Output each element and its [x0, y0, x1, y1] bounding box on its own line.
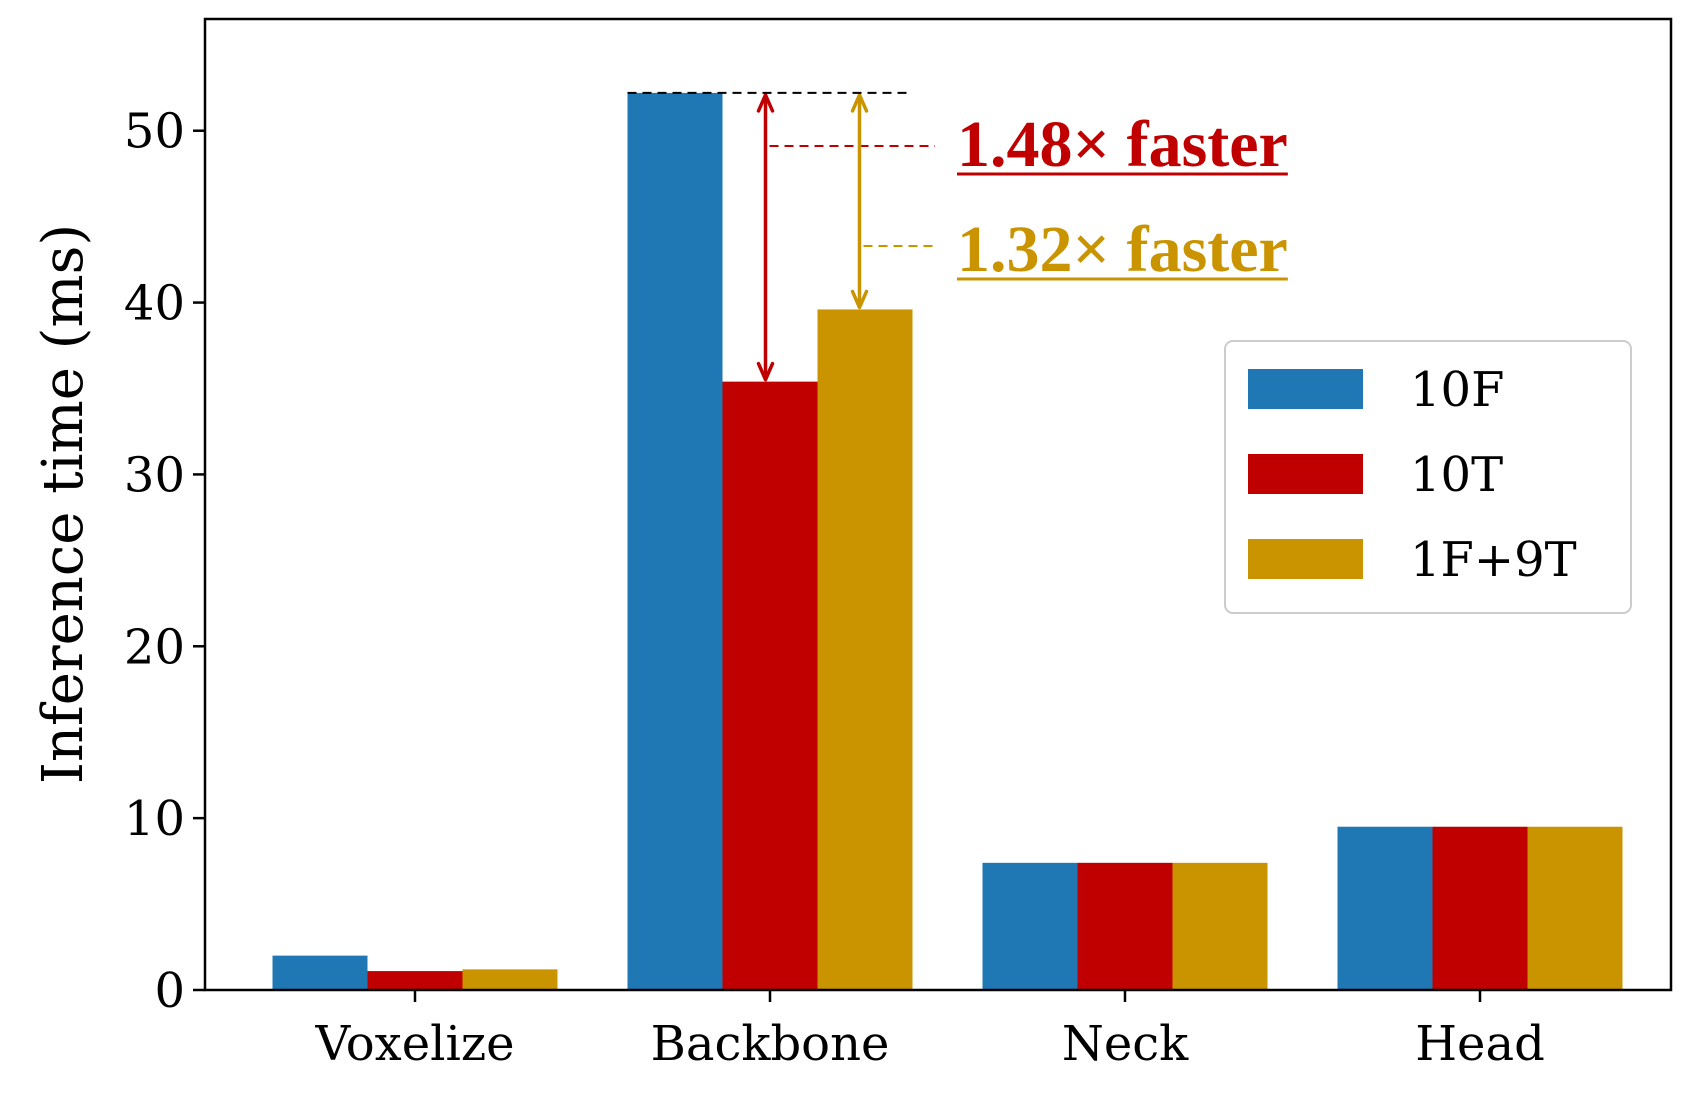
legend-label-10f: 10F: [1410, 362, 1504, 418]
legend-label-1f9t: 1F+9T: [1410, 532, 1577, 588]
bar-head-10t: [1432, 826, 1528, 990]
bar-head-1f9t: [1527, 826, 1623, 990]
y-tick-label: 50: [124, 104, 185, 160]
bar-head-10f: [1337, 826, 1433, 990]
y-tick-label: 10: [124, 791, 185, 847]
bar-backbone-10f: [627, 92, 723, 991]
bar-backbone-10t: [722, 381, 818, 991]
y-tick-label: 30: [124, 447, 185, 503]
legend-swatch-10t: [1248, 454, 1363, 494]
bars-layer: [272, 92, 1623, 991]
bar-neck-10f: [982, 862, 1078, 990]
x-tick-label-backbone: Backbone: [651, 1016, 890, 1072]
y-axis: 0 10 20 30 40 50: [124, 104, 205, 1019]
bar-voxelize-10t: [367, 971, 463, 990]
y-tick-label: 20: [124, 619, 185, 675]
plot-frame: [203, 17, 1673, 992]
legend-swatch-10f: [1248, 369, 1363, 409]
bar-neck-1f9t: [1172, 862, 1268, 990]
bar-voxelize-10f: [272, 955, 368, 990]
x-tick-label-head: Head: [1415, 1016, 1545, 1072]
y-tick-label: 40: [124, 276, 185, 332]
legend: 10F 10T 1F+9T: [1224, 340, 1632, 614]
legend-swatch-1f9t: [1248, 539, 1363, 579]
y-tick-label: 0: [154, 963, 185, 1019]
speedup-label: 1.48× faster: [957, 108, 1288, 181]
speedup-label: 1.32× faster: [957, 213, 1288, 286]
y-axis-label: Inference time (ms): [31, 224, 96, 784]
x-axis: Voxelize Backbone Neck Head: [314, 990, 1545, 1072]
annotation-layer: 1.48× faster 1.32× faster: [627, 91, 1288, 382]
bar-voxelize-1f9t: [462, 969, 558, 990]
x-tick-label-voxelize: Voxelize: [314, 1016, 514, 1072]
bar-neck-10t: [1077, 862, 1173, 990]
bar-backbone-1f9t: [817, 309, 913, 991]
legend-label-10t: 10T: [1410, 447, 1503, 503]
x-tick-label-neck: Neck: [1062, 1016, 1189, 1072]
